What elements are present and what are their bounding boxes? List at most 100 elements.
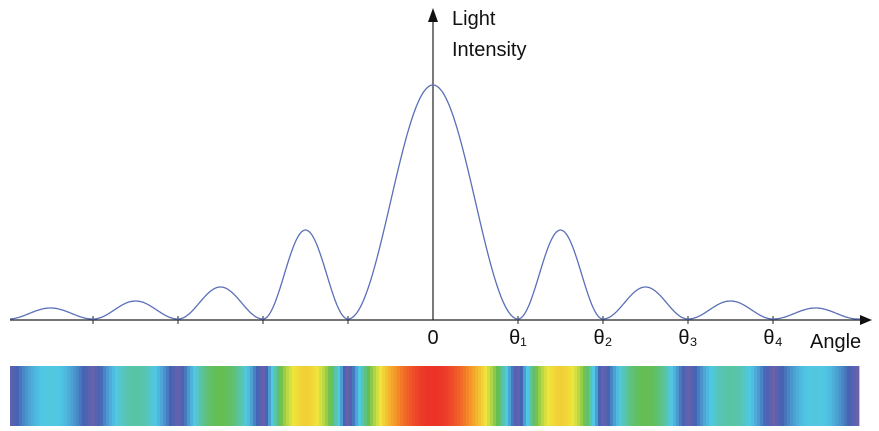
color-stripe xyxy=(373,366,377,426)
color-stripe xyxy=(160,366,164,426)
color-stripe xyxy=(70,366,74,426)
color-stripe xyxy=(646,366,650,426)
color-stripe xyxy=(391,366,395,426)
color-stripe xyxy=(265,366,269,426)
color-stripe xyxy=(142,366,146,426)
color-stripe xyxy=(193,366,197,426)
color-stripe xyxy=(790,366,794,426)
color-stripe xyxy=(715,366,719,426)
color-stripe xyxy=(103,366,107,426)
color-stripe xyxy=(724,366,728,426)
x-label: Angle xyxy=(810,331,861,353)
color-stripe xyxy=(184,366,188,426)
color-stripe xyxy=(64,366,68,426)
color-stripe xyxy=(763,366,767,426)
color-stripe xyxy=(319,366,323,426)
color-stripe xyxy=(214,366,218,426)
color-stripe xyxy=(109,366,113,426)
color-stripe xyxy=(367,366,371,426)
color-stripe xyxy=(46,366,50,426)
color-stripe xyxy=(148,366,152,426)
color-stripe xyxy=(856,366,860,426)
color-stripe xyxy=(601,366,605,426)
color-stripe xyxy=(505,366,509,426)
color-stripe xyxy=(670,366,674,426)
color-stripe xyxy=(520,366,524,426)
color-stripe xyxy=(532,366,536,426)
color-stripe xyxy=(13,366,17,426)
color-stripe xyxy=(397,366,401,426)
color-stripe xyxy=(232,366,236,426)
color-stripe xyxy=(802,366,806,426)
color-stripe xyxy=(427,366,431,426)
color-stripe xyxy=(805,366,809,426)
color-stripe xyxy=(412,366,416,426)
color-stripe xyxy=(598,366,602,426)
color-stripe xyxy=(469,366,473,426)
color-stripe xyxy=(172,366,176,426)
color-stripe xyxy=(667,366,671,426)
color-stripe xyxy=(55,366,59,426)
color-stripe xyxy=(124,366,128,426)
color-stripe xyxy=(433,366,437,426)
color-stripe xyxy=(244,366,248,426)
color-stripe xyxy=(451,366,455,426)
color-stripe xyxy=(478,366,482,426)
color-stripe xyxy=(832,366,836,426)
color-stripe xyxy=(52,366,56,426)
color-stripe xyxy=(730,366,734,426)
tick-label: θ₂ xyxy=(594,327,613,349)
color-stripe xyxy=(766,366,770,426)
color-stripe xyxy=(295,366,299,426)
tick-label: 0 xyxy=(427,327,438,349)
color-stripe xyxy=(121,366,125,426)
color-stripe xyxy=(343,366,347,426)
color-stripe xyxy=(259,366,263,426)
color-stripe xyxy=(571,366,575,426)
color-stripe xyxy=(328,366,332,426)
color-stripe xyxy=(169,366,173,426)
color-stripe xyxy=(376,366,380,426)
color-stripe xyxy=(256,366,260,426)
color-stripe xyxy=(175,366,179,426)
color-stripe xyxy=(529,366,533,426)
color-stripe xyxy=(196,366,200,426)
color-stripe xyxy=(595,366,599,426)
color-stripe xyxy=(652,366,656,426)
color-stripe xyxy=(16,366,20,426)
color-stripe xyxy=(352,366,356,426)
color-stripe xyxy=(307,366,311,426)
color-stripe xyxy=(559,366,563,426)
color-stripe xyxy=(547,366,551,426)
color-stripe xyxy=(613,366,617,426)
color-stripe xyxy=(781,366,785,426)
color-stripe xyxy=(640,366,644,426)
color-stripe xyxy=(820,366,824,426)
color-stripe xyxy=(10,366,14,426)
color-stripe xyxy=(754,366,758,426)
color-stripe xyxy=(460,366,464,426)
color-stripe xyxy=(517,366,521,426)
color-stripe xyxy=(523,366,527,426)
color-stripe xyxy=(58,366,62,426)
color-stripe xyxy=(556,366,560,426)
color-stripe xyxy=(844,366,848,426)
color-stripe xyxy=(61,366,65,426)
color-stripe xyxy=(388,366,392,426)
color-stripe xyxy=(400,366,404,426)
color-stripe xyxy=(334,366,338,426)
x-arrow xyxy=(860,315,872,325)
color-stripe xyxy=(736,366,740,426)
color-stripe xyxy=(208,366,212,426)
color-stripe xyxy=(574,366,578,426)
color-stripe xyxy=(178,366,182,426)
color-stripe xyxy=(577,366,581,426)
color-stripe xyxy=(592,366,596,426)
color-stripe xyxy=(457,366,461,426)
color-stripe xyxy=(349,366,353,426)
color-stripe xyxy=(688,366,692,426)
color-stripe xyxy=(622,366,626,426)
color-stripe xyxy=(616,366,620,426)
color-stripe xyxy=(691,366,695,426)
